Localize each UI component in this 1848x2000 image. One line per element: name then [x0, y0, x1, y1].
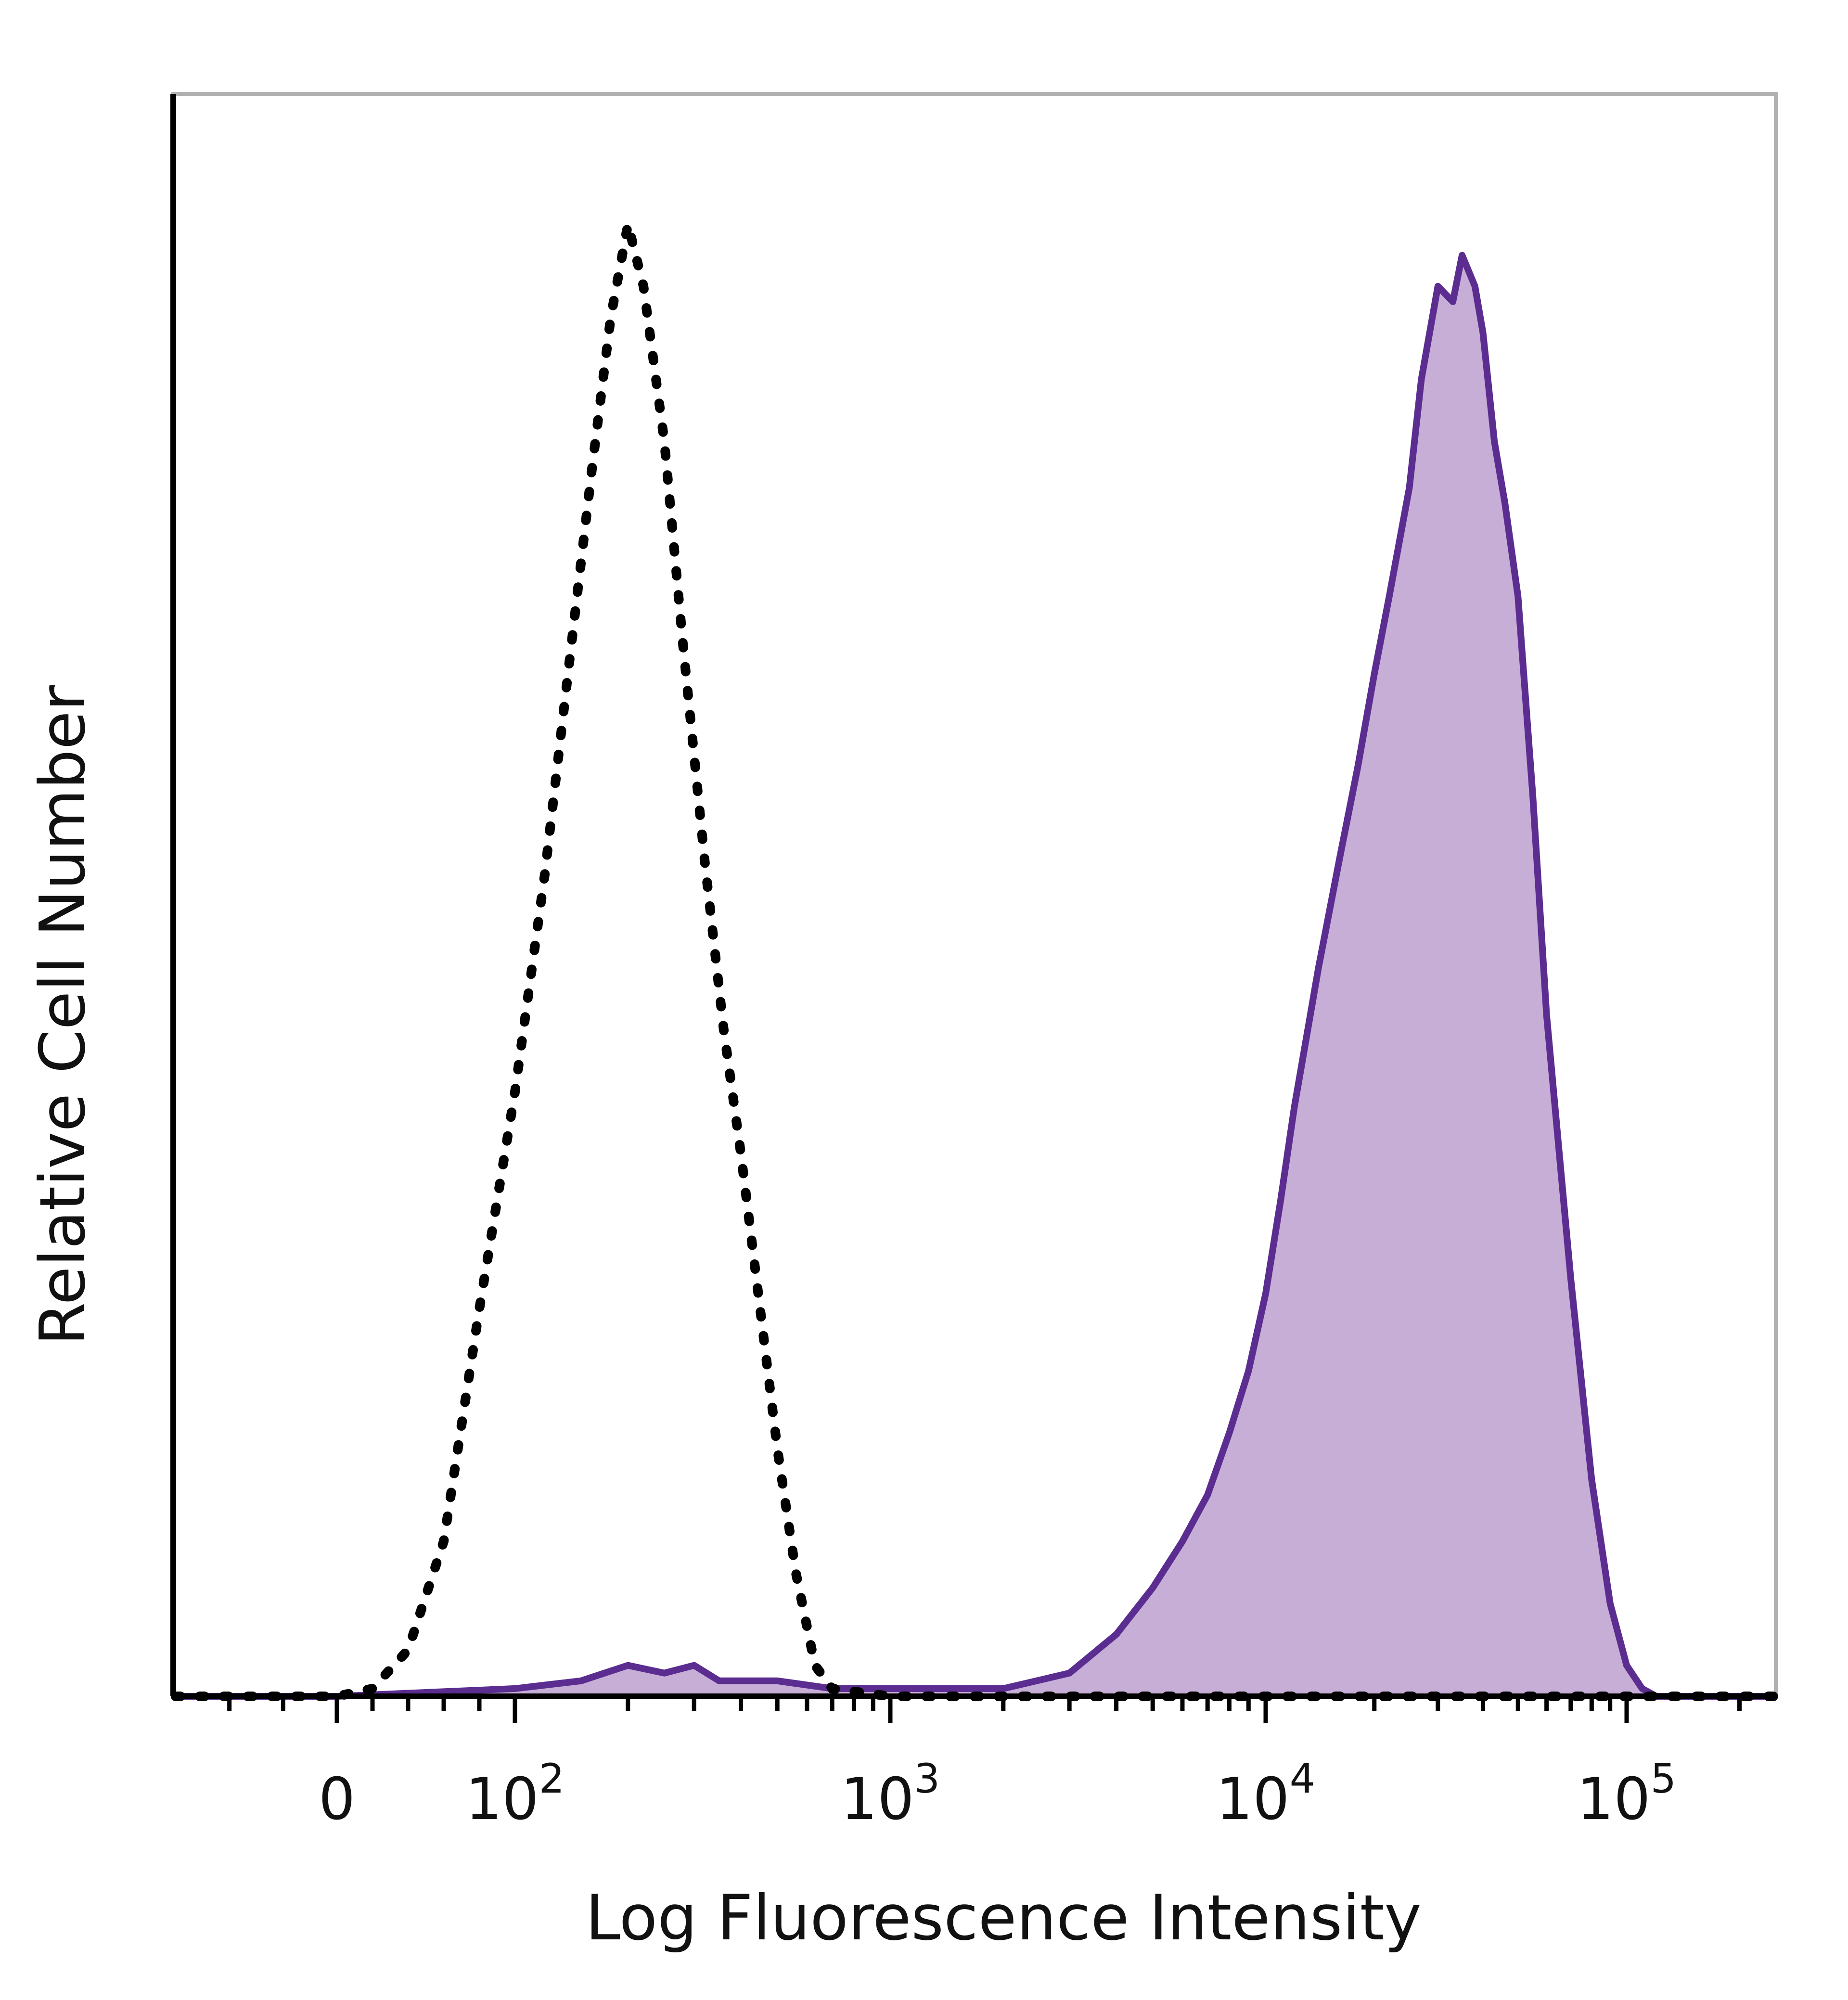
- x-tick-label: 102: [465, 1755, 565, 1833]
- x-axis-tick-labels: 0 102 103 104 105: [319, 1755, 1676, 1833]
- stained-histogram-line: [176, 252, 1776, 1700]
- stained-histogram-area: [176, 255, 1776, 1697]
- x-axis-title: Log Fluorescence Intensity: [585, 1881, 1421, 1954]
- control-histogram-line: [171, 223, 1781, 1701]
- y-axis-title: Relative Cell Number: [26, 685, 99, 1346]
- x-tick-label: 103: [841, 1755, 940, 1833]
- x-tick-label: 105: [1577, 1755, 1676, 1833]
- x-tick-label: 104: [1216, 1755, 1315, 1833]
- x-axis-ticks: [227, 1696, 1742, 1723]
- x-tick-label: 0: [319, 1766, 355, 1833]
